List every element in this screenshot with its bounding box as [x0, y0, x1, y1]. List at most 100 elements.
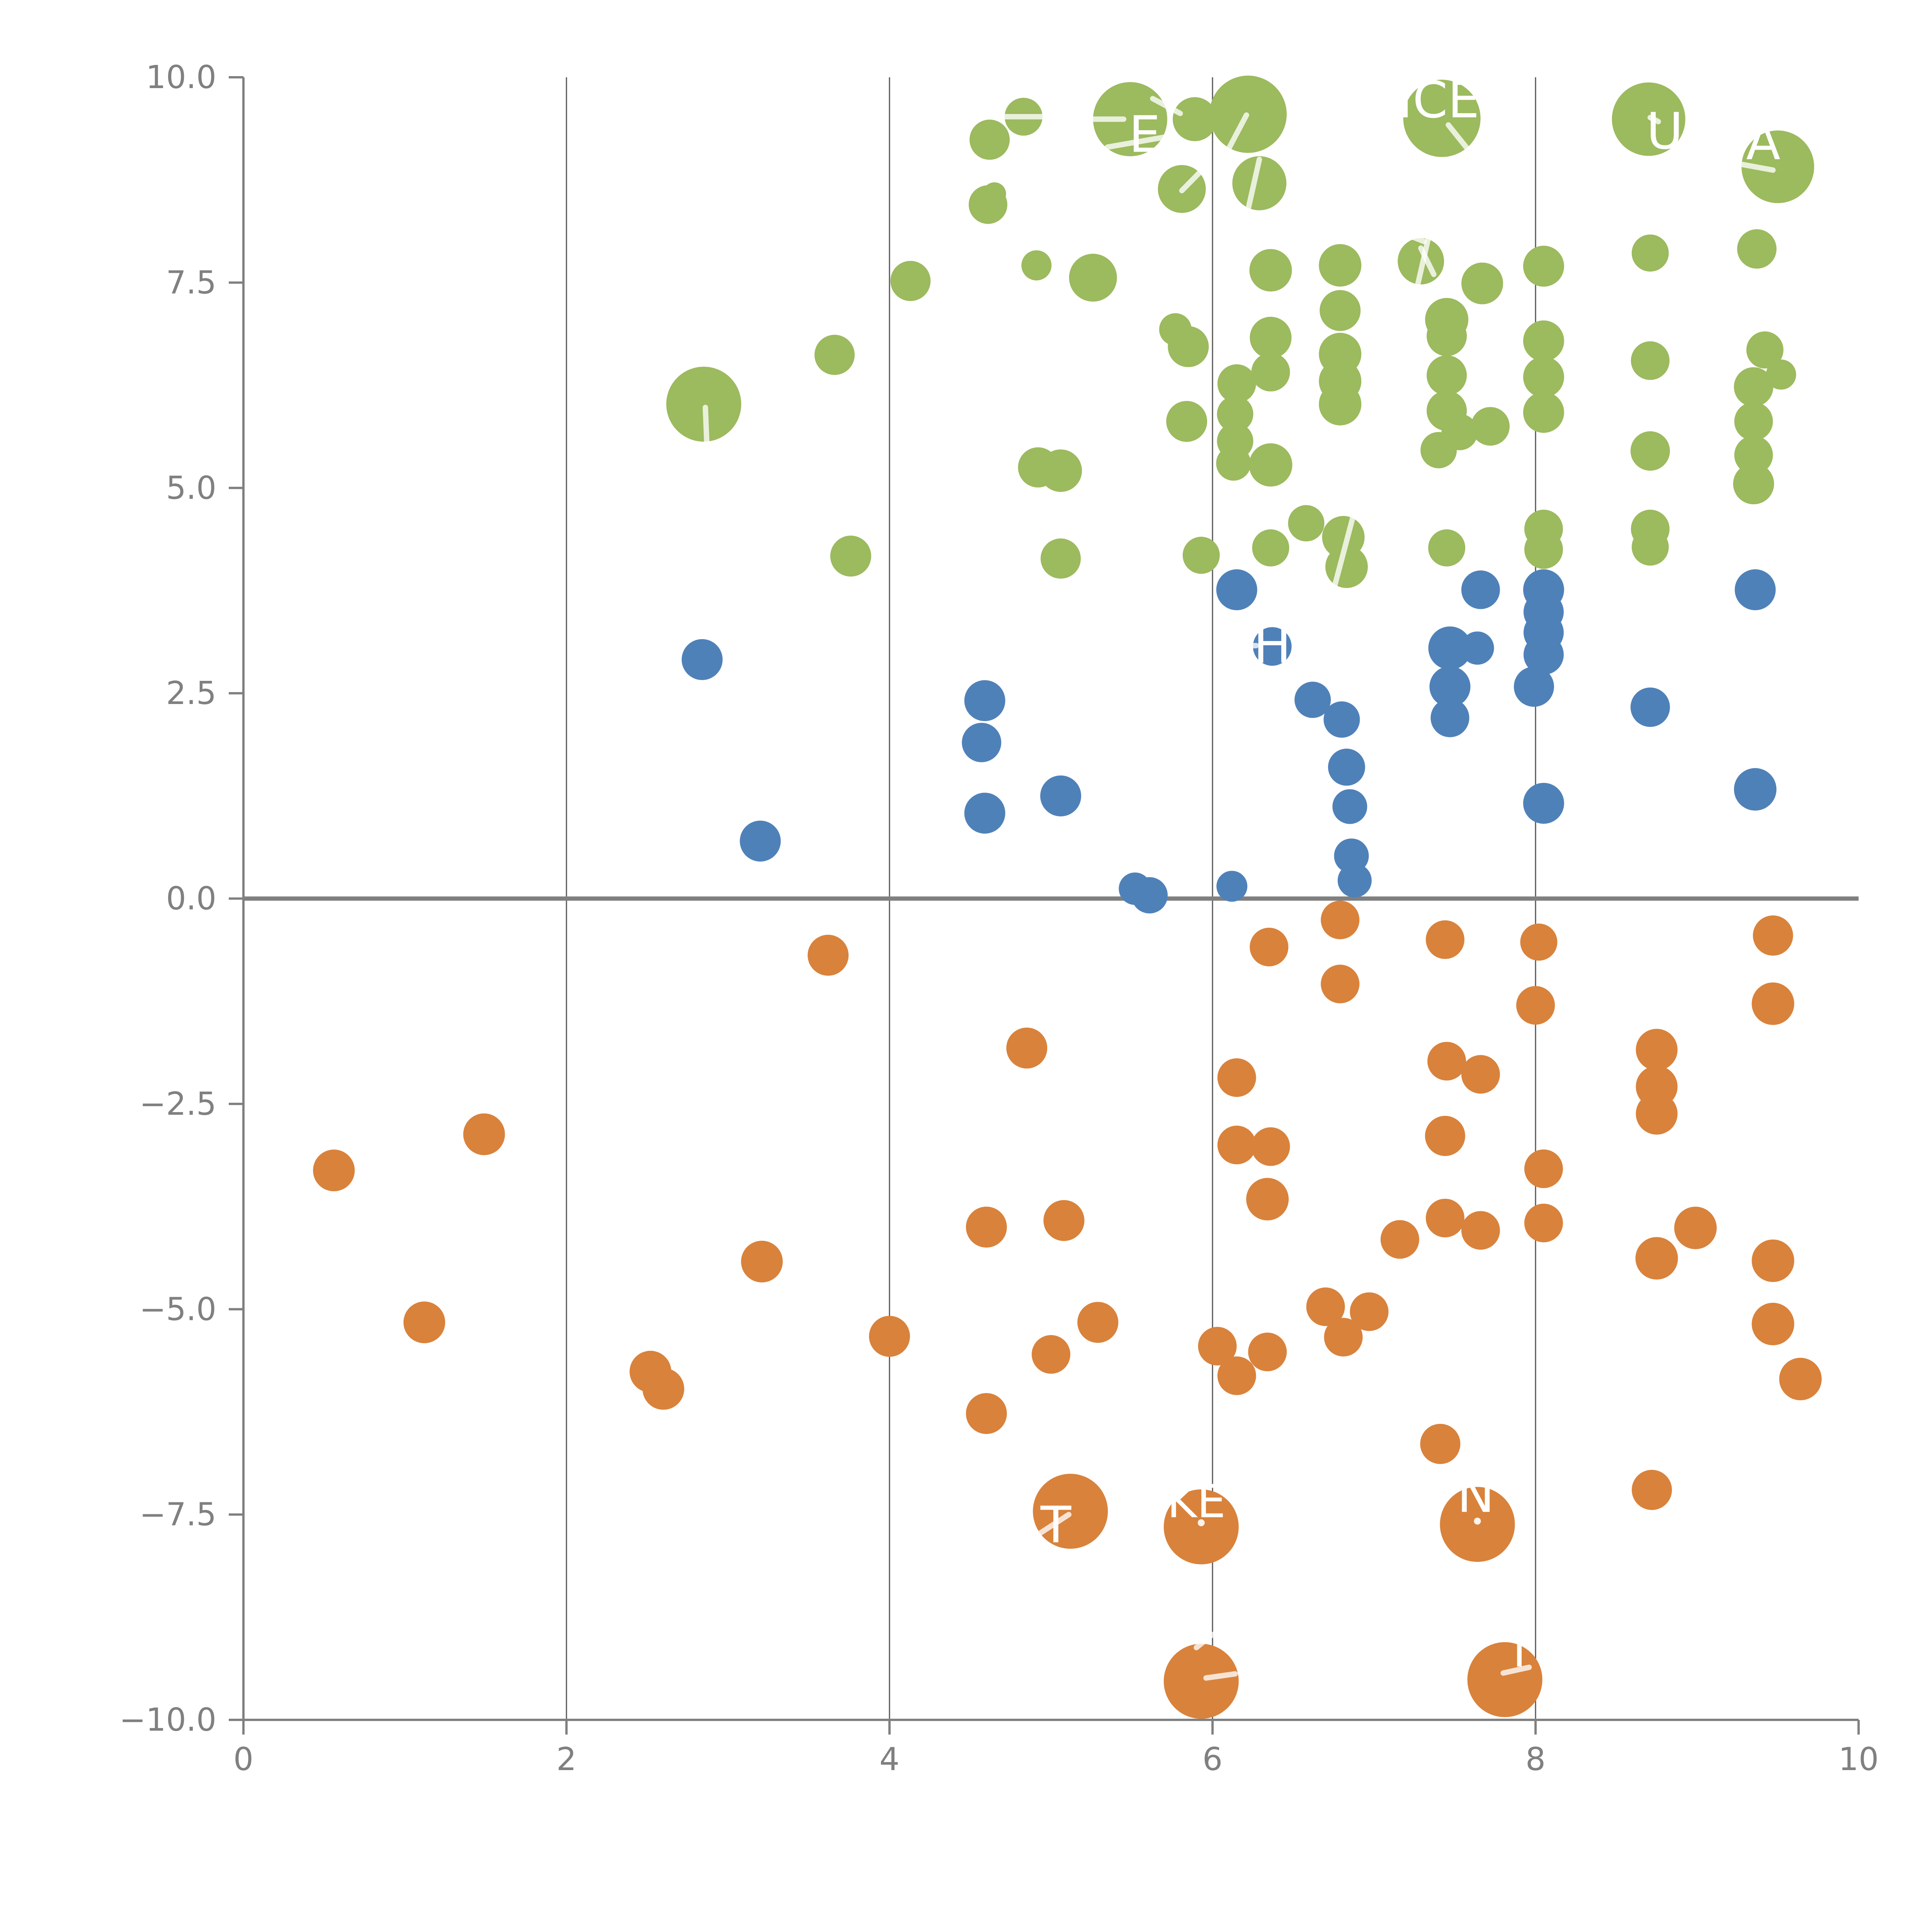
- y-tick-label: −2.5: [139, 1086, 216, 1122]
- label-leader-line: [1331, 502, 1359, 593]
- label-leader-line: [1203, 1671, 1238, 1681]
- scatter-point-green: [1069, 253, 1117, 302]
- scatter-point-orange: [1033, 1474, 1108, 1549]
- scatter-point-blue: [1428, 626, 1472, 670]
- scatter-point-blue: [1734, 768, 1777, 811]
- scatter-point-green: [1166, 401, 1208, 442]
- x-tick-label: 8: [1526, 1741, 1546, 1778]
- scatter-point-blue: [1216, 871, 1248, 902]
- scatter-point-orange: [1461, 1211, 1500, 1250]
- scatter-point-green: [890, 261, 931, 301]
- bubble-label-text: KE: [1167, 1475, 1226, 1528]
- x-tick-label: 10: [1838, 1741, 1879, 1778]
- scatter-point-orange: [1043, 1200, 1085, 1241]
- scatter-point-blue: [1323, 701, 1360, 738]
- scatter-point-green: [1251, 353, 1290, 392]
- label-leader-line: [1219, 112, 1249, 164]
- x-tick-label: 0: [233, 1741, 253, 1778]
- scatter-point-blue: [1461, 570, 1500, 609]
- scatter-point-orange: [1321, 964, 1360, 1003]
- scatter-point-orange: [1425, 1199, 1464, 1238]
- scatter-point-orange: [1752, 982, 1794, 1025]
- scatter-point-green: [814, 335, 855, 375]
- scatter-point-orange: [1217, 1126, 1256, 1165]
- scatter-point-green: [1320, 290, 1361, 331]
- scatter-point-orange: [1636, 1029, 1678, 1071]
- annotations-layer: E ICE U A H T KE N I: [702, 71, 1781, 1681]
- scatter-point-green: [1734, 435, 1773, 474]
- scatter-point-orange: [1032, 1335, 1070, 1374]
- scatter-point-green: [1631, 341, 1670, 380]
- bubble-label-text: N: [1457, 1465, 1495, 1524]
- scatter-point-orange: [1217, 1058, 1256, 1097]
- scatter-point-blue: [682, 639, 723, 680]
- bubble-label-text: H: [1253, 616, 1291, 675]
- scatter-point-green: [1217, 396, 1253, 432]
- scatter-point-green: [1742, 130, 1814, 203]
- y-tick-label: 5.0: [166, 470, 216, 507]
- scatter-point-blue: [962, 723, 1002, 762]
- label-leader-line: [1105, 134, 1167, 150]
- scatter-point-orange: [1520, 923, 1558, 961]
- scatter-point-blue: [1294, 682, 1331, 718]
- scatter-point-orange: [869, 1316, 910, 1357]
- scatter-point-orange: [1752, 1239, 1794, 1282]
- label-leader-line: [1194, 1631, 1215, 1650]
- y-tick-label: 2.5: [166, 675, 216, 712]
- scatter-point-blue: [1461, 631, 1494, 665]
- y-tick-label: 0.0: [166, 881, 216, 917]
- scatter-point-blue: [1131, 877, 1168, 913]
- scatter-point-blue: [1523, 782, 1564, 824]
- scatter-point-blue: [1630, 687, 1670, 727]
- scatter-point-green: [1249, 443, 1293, 487]
- scatter-point-orange: [1461, 1055, 1500, 1094]
- scatter-point-blue: [1514, 667, 1554, 707]
- scatter-point-green: [1250, 316, 1292, 359]
- scatter-point-orange: [1425, 1116, 1465, 1156]
- scatter-point-orange: [1427, 1042, 1466, 1081]
- scatter-point-green: [1217, 364, 1256, 403]
- axes-layer: [229, 76, 1860, 1735]
- label-leader-line: [1179, 168, 1204, 194]
- x-tick-label: 2: [556, 1741, 577, 1778]
- scatter-point-green: [1252, 529, 1289, 566]
- label-leader-line: [1647, 115, 1661, 124]
- scatter-point-green: [1232, 156, 1287, 211]
- scatter-point-blue: [964, 680, 1005, 721]
- scatter-point-green: [1733, 463, 1774, 505]
- scatter-point-green: [1523, 356, 1564, 398]
- scatter-point-green: [1217, 423, 1253, 459]
- scatter-point-orange: [463, 1113, 505, 1155]
- label-leader-line: [1150, 96, 1183, 116]
- scatter-point-green: [830, 536, 871, 577]
- scatter-point-orange: [1631, 1469, 1672, 1510]
- scatter-point-green: [1734, 402, 1773, 441]
- scatter-point-green: [1319, 383, 1362, 425]
- bubble-label-text: E: [1129, 105, 1160, 164]
- label-leader-line: [1415, 183, 1443, 288]
- scatter-point-orange: [1217, 1356, 1256, 1395]
- scatter-point-orange: [1779, 1357, 1822, 1400]
- scatter-point-green: [969, 119, 1010, 160]
- scatter-point-orange: [1753, 915, 1793, 956]
- scatter-point-orange: [966, 1393, 1007, 1434]
- scatter-point-green: [1249, 249, 1292, 292]
- scatter-point-orange: [1516, 986, 1555, 1025]
- bubble-label-text: ICE: [1398, 71, 1480, 129]
- tick-labels-layer: 10.0 7.5 5.0 2.5 0.0 −2.5 −5.0 −7.5 −10.0 0 2 4 6 8 10: [119, 59, 1879, 1778]
- scatter-point-orange: [966, 1206, 1007, 1248]
- scatter-point-blue: [1429, 666, 1471, 707]
- scatter-point-blue: [964, 793, 1005, 834]
- scatter-point-green: [1041, 538, 1081, 579]
- scatter-point-blue: [1328, 748, 1365, 786]
- scatter-point-green: [1737, 229, 1777, 269]
- scatter-point-green: [1523, 320, 1564, 362]
- scatter-point-green: [1428, 529, 1466, 566]
- scatter-point-orange: [1246, 1178, 1289, 1221]
- bubble-label-text: U: [1646, 102, 1683, 160]
- scatter-point-blue: [740, 820, 781, 862]
- scatter-point-green: [1471, 407, 1510, 446]
- y-tick-label: −7.5: [139, 1497, 216, 1533]
